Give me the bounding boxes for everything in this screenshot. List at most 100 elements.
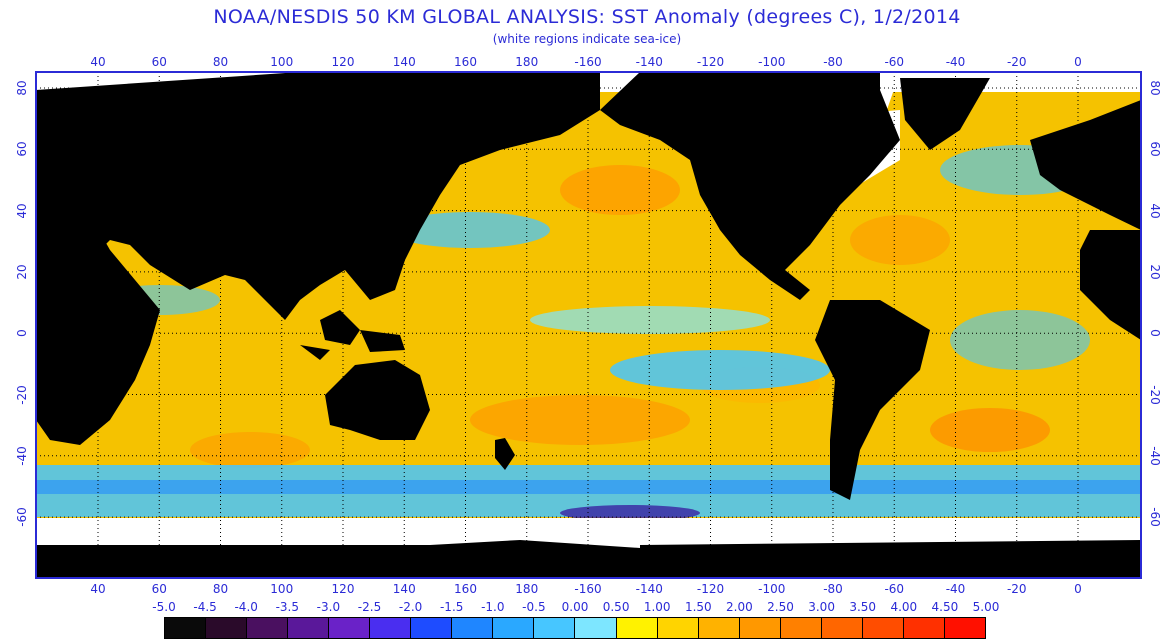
latitude-label: 40	[15, 202, 29, 219]
west-africa-land	[1080, 230, 1141, 340]
color-swatch	[288, 618, 330, 638]
color-scale-label: -2.5	[357, 600, 382, 614]
maritime-asia-land	[300, 310, 405, 360]
longitude-label: 80	[212, 55, 229, 69]
longitude-label: 180	[515, 55, 539, 69]
longitude-label: -40	[945, 55, 966, 69]
color-swatch	[657, 618, 699, 638]
longitude-label: 160	[454, 582, 477, 596]
longitude-label: -160	[574, 55, 602, 69]
color-swatch	[411, 618, 453, 638]
latitude-label: -20	[15, 384, 29, 405]
longitude-label: 160	[454, 55, 477, 69]
longitude-label: -20	[1006, 55, 1027, 69]
color-swatch	[944, 618, 985, 638]
latitude-label: 40	[1148, 202, 1162, 219]
longitude-label: -80	[823, 55, 843, 69]
europe-land	[1030, 100, 1141, 230]
map-subtitle: (white regions indicate sea-ice)	[492, 32, 682, 46]
color-scale-label: -2.0	[398, 600, 423, 614]
warm-anomaly-zone	[850, 215, 950, 265]
greenland-land	[900, 78, 990, 150]
longitude-label: 60	[151, 55, 167, 69]
color-swatch	[493, 618, 535, 638]
map-title: NOAA/NESDIS 50 KM GLOBAL ANALYSIS: SST A…	[213, 6, 961, 28]
latitude-label: 0	[15, 329, 29, 338]
graticule	[36, 72, 1141, 578]
latitude-label: -60	[15, 507, 29, 527]
africa-land	[36, 215, 160, 445]
longitude-label: 180	[515, 582, 539, 596]
antarctica-land	[640, 540, 1141, 578]
color-swatch	[165, 618, 207, 638]
color-scale-label: 4.50	[931, 600, 959, 614]
longitude-label: 100	[270, 55, 294, 69]
latitude-label: 20	[1148, 264, 1162, 280]
longitude-label: 140	[392, 55, 416, 69]
map-body	[36, 72, 1141, 578]
color-scale-label: 3.00	[808, 600, 835, 614]
cool-anomaly-zone	[530, 306, 770, 334]
longitude-label: 120	[331, 582, 355, 596]
longitude-label: -80	[823, 582, 843, 596]
south-america-land	[815, 300, 930, 500]
longitude-label: -120	[696, 582, 725, 596]
color-swatch	[452, 618, 494, 638]
color-swatch	[903, 618, 945, 638]
latitude-label: 0	[1148, 329, 1162, 338]
warm-anomaly-zone	[930, 408, 1050, 452]
longitude-label: 40	[90, 55, 106, 69]
color-swatch	[739, 618, 781, 638]
color-scale-label: -5.0	[152, 600, 176, 614]
longitude-label: 120	[331, 55, 355, 69]
latitude-label: -40	[1148, 445, 1162, 466]
latitude-label: -60	[1148, 507, 1162, 527]
longitude-label: -100	[758, 55, 786, 69]
latitude-label: 20	[15, 264, 29, 280]
color-scale-label: 3.50	[849, 600, 877, 614]
color-scale-label: 0.50	[602, 600, 630, 614]
longitude-label: -140	[635, 55, 663, 69]
cool-anomaly-zone	[950, 310, 1090, 370]
warm-anomaly-zone	[470, 395, 690, 445]
longitude-label: 80	[212, 582, 229, 596]
color-scale-label: -3.0	[316, 600, 341, 614]
longitude-label: 100	[270, 582, 294, 596]
color-scale-label: -4.5	[193, 600, 217, 614]
warm-anomaly-zone	[190, 432, 310, 468]
southern-ocean-band	[36, 480, 1141, 494]
longitude-label: -160	[574, 582, 602, 596]
longitude-label: 0	[1074, 582, 1082, 596]
color-swatch	[575, 618, 617, 638]
longitude-label: -60	[884, 55, 905, 69]
longitude-label: -20	[1006, 582, 1027, 596]
madagascar-land	[100, 355, 120, 390]
color-scale-label: -0.5	[522, 600, 546, 614]
new-zealand-land	[495, 438, 515, 470]
color-scale-label: -4.0	[234, 600, 258, 614]
color-scale-label: 2.00	[726, 600, 753, 614]
color-scale-label: -1.5	[439, 600, 464, 614]
latitude-label: 80	[1148, 80, 1162, 96]
color-scale-label: 2.50	[767, 600, 794, 614]
longitude-label: -40	[945, 582, 966, 596]
color-swatch	[821, 618, 863, 638]
antarctica-land	[36, 545, 430, 578]
color-scale-label: -3.5	[275, 600, 300, 614]
latitude-label: -40	[15, 445, 29, 466]
color-swatch	[206, 618, 248, 638]
longitude-label: -60	[884, 582, 905, 596]
color-swatch	[370, 618, 412, 638]
color-scale-label: 1.00	[643, 600, 671, 614]
color-swatch	[247, 618, 289, 638]
color-scale-label: 0.00	[561, 600, 589, 614]
warm-anomaly-zone	[560, 165, 680, 215]
longitude-label: -140	[635, 582, 663, 596]
north-america-land	[600, 72, 900, 300]
cool-anomaly-zone	[610, 350, 830, 390]
map-frame	[35, 71, 1142, 579]
longitude-label: 40	[90, 582, 106, 596]
longitude-label: -120	[696, 55, 725, 69]
